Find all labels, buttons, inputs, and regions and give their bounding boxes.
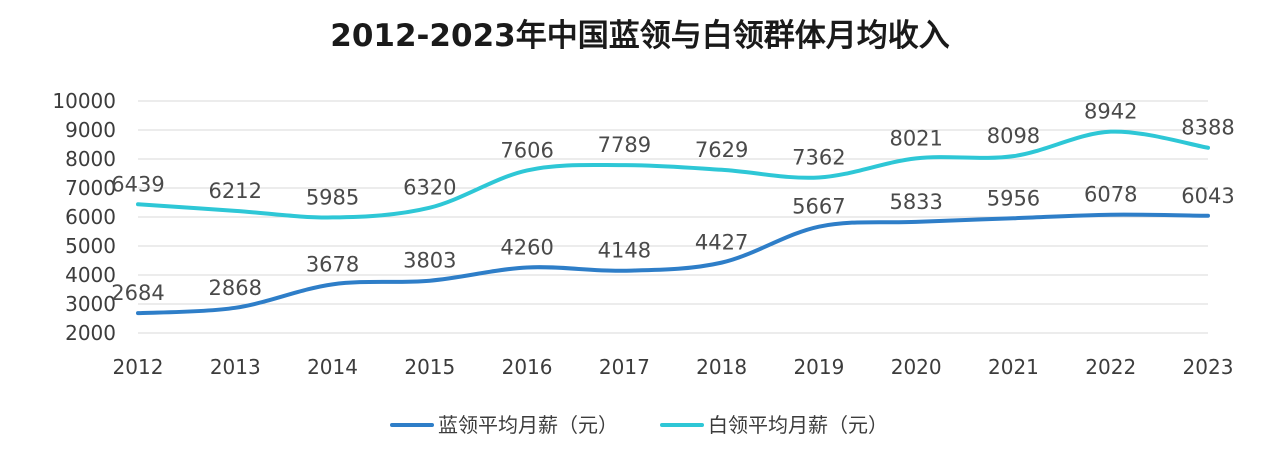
data-label: 6043	[1181, 184, 1234, 208]
y-tick-label: 2000	[65, 321, 116, 345]
x-tick-label: 2012	[113, 355, 164, 379]
legend-label: 白领平均月薪（元）	[708, 413, 888, 437]
y-tick-label: 5000	[65, 234, 116, 258]
y-tick-label: 6000	[65, 205, 116, 229]
y-tick-label: 9000	[65, 118, 116, 142]
data-label: 6320	[403, 176, 456, 200]
data-label: 8098	[987, 124, 1040, 148]
x-tick-label: 2019	[793, 355, 844, 379]
x-tick-label: 2017	[599, 355, 650, 379]
series-lines	[136, 129, 1210, 316]
data-label: 8021	[889, 126, 942, 150]
x-tick-label: 2020	[891, 355, 942, 379]
x-tick-label: 2014	[307, 355, 358, 379]
x-axis: 2012 2013 2014 2015 2016 2017 2018 2019 2020 2021…	[113, 355, 1234, 379]
data-label: 7362	[792, 146, 845, 170]
y-axis: 2000 3000 4000 5000 6000 7000 8000 9000 10000	[52, 89, 116, 345]
data-label: 4260	[500, 235, 553, 259]
x-tick-label: 2018	[696, 355, 747, 379]
x-tick-label: 2021	[988, 355, 1039, 379]
data-label: 4148	[598, 239, 651, 263]
chart-title: 2012-2023年中国蓝领与白领群体月均收入	[330, 18, 949, 54]
data-label: 2868	[209, 276, 262, 300]
y-tick-label: 4000	[65, 263, 116, 287]
data-label: 6439	[111, 172, 164, 196]
data-label: 7789	[598, 133, 651, 157]
data-label: 4427	[695, 231, 748, 255]
data-label: 5956	[987, 186, 1040, 210]
y-tick-label: 3000	[65, 292, 116, 316]
data-label: 7629	[695, 138, 748, 162]
data-label: 5985	[306, 185, 359, 209]
x-tick-label: 2013	[210, 355, 261, 379]
x-tick-label: 2022	[1085, 355, 1136, 379]
data-label: 2684	[111, 281, 164, 305]
data-label: 3678	[306, 252, 359, 276]
data-label: 6078	[1084, 183, 1137, 207]
data-label: 7606	[500, 138, 553, 162]
data-label: 8388	[1181, 116, 1234, 140]
data-label: 6212	[209, 179, 262, 203]
data-label: 5667	[792, 195, 845, 219]
data-labels: 2684 2868 3678 3803 4260 4148 4427 5667 5833 5956…	[111, 100, 1234, 305]
data-label: 5833	[889, 190, 942, 214]
data-label: 8942	[1084, 100, 1137, 124]
x-tick-label: 2023	[1183, 355, 1234, 379]
legend: 蓝领平均月薪（元） 白领平均月薪（元）	[390, 413, 888, 437]
series-line-1	[136, 212, 1210, 316]
legend-label: 蓝领平均月薪（元）	[438, 413, 618, 437]
series-line-2	[136, 129, 1210, 220]
x-tick-label: 2016	[502, 355, 553, 379]
x-tick-label: 2015	[404, 355, 455, 379]
y-tick-label: 8000	[65, 147, 116, 171]
data-label: 3803	[403, 249, 456, 273]
y-tick-label: 10000	[52, 89, 116, 113]
y-tick-label: 7000	[65, 176, 116, 200]
